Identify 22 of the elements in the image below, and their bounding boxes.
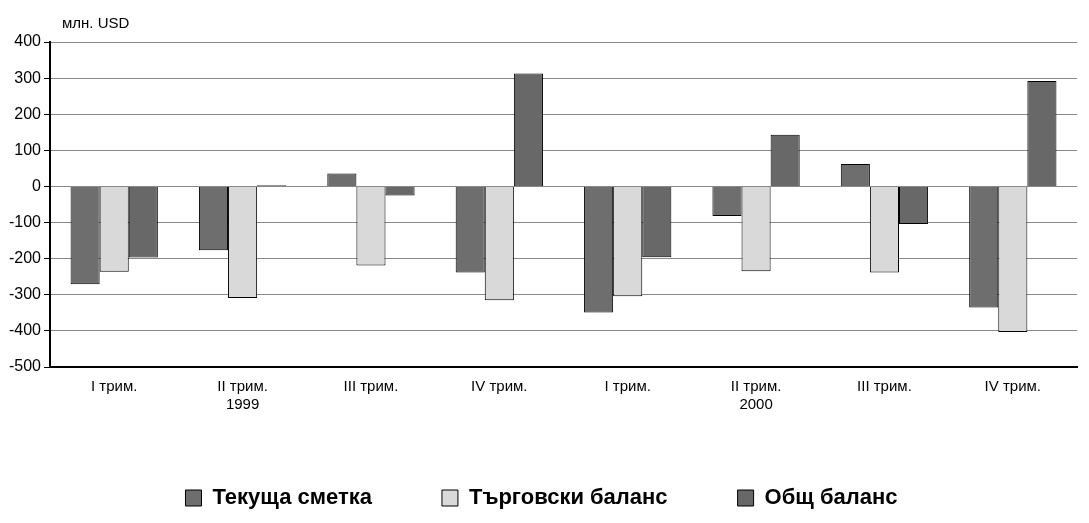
- y-tick-label: 300: [14, 68, 42, 86]
- y-tick-label: 0: [32, 176, 42, 194]
- x-tick-label: I трим.: [91, 377, 138, 395]
- y-axis-title: млн. USD: [62, 14, 130, 31]
- legend-label: Търговски баланс: [468, 484, 668, 510]
- y-tick-label: 100: [14, 140, 42, 158]
- legend-label: Текуща сметка: [212, 484, 373, 510]
- x-tick-label: II трим. 2000: [730, 377, 782, 413]
- x-tick-label: IV трим.: [984, 377, 1042, 395]
- x-tick-label: I трим.: [604, 377, 651, 395]
- y-tick-label: -100: [8, 212, 42, 230]
- y-tick-label: 400: [14, 32, 42, 50]
- y-tick-label: -300: [8, 285, 42, 303]
- y-tick-label: -500: [8, 357, 42, 375]
- y-tick-label: -400: [8, 321, 42, 339]
- x-tick-label: IV трим.: [471, 377, 528, 395]
- legend-label: Общ баланс: [764, 484, 898, 510]
- y-tick-label: 200: [14, 104, 42, 122]
- x-tick-label: III трим.: [343, 377, 399, 395]
- x-tick-label: III трим.: [857, 377, 912, 395]
- y-tick-label: -200: [8, 249, 42, 267]
- x-tick-label: II трим. 1999: [217, 377, 268, 413]
